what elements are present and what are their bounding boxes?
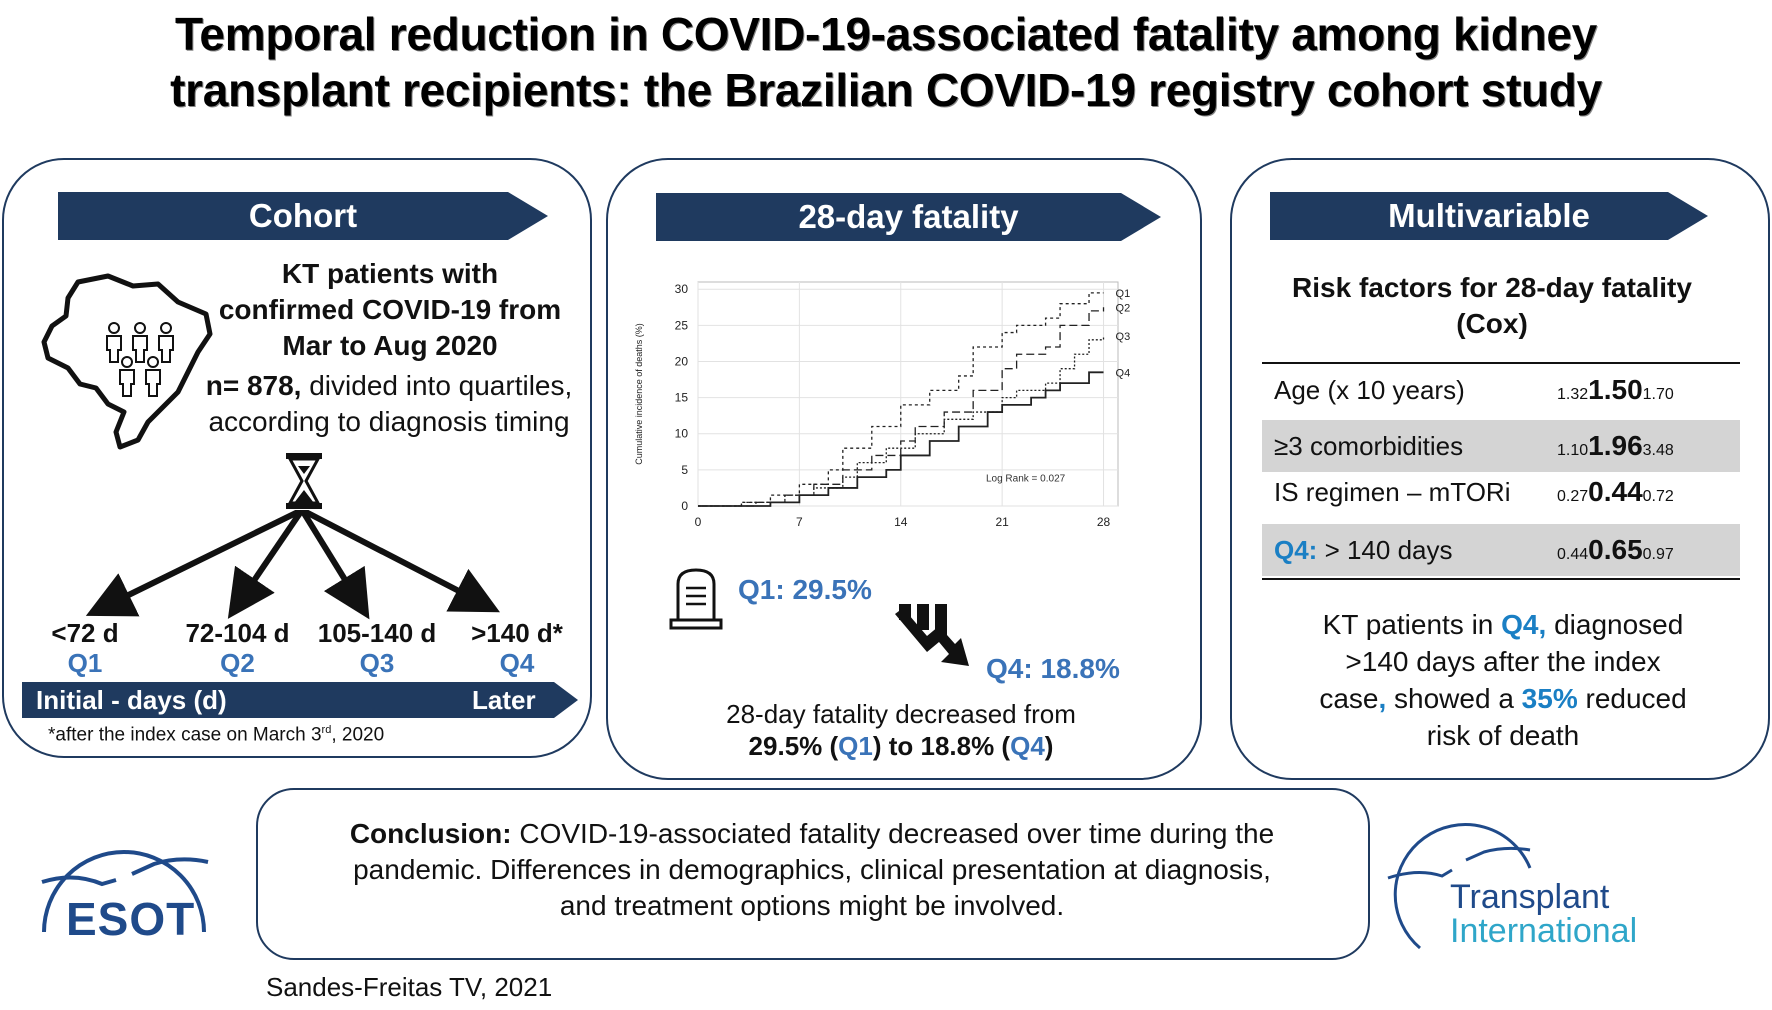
quartile-2-name: Q2 xyxy=(220,648,255,678)
risk-row-q4: Q4: > 140 days 0.440.650.97 xyxy=(1262,524,1740,576)
sample-size-bold: n= 878, xyxy=(205,370,302,401)
y-tick-label: 30 xyxy=(675,282,689,296)
hourglass-icon xyxy=(286,453,322,509)
x-tick-label: 14 xyxy=(894,515,908,529)
citation: Sandes-Freitas TV, 2021 xyxy=(266,972,553,1002)
ti-logo-text: Transplant International xyxy=(1450,880,1637,948)
risk-heading-line-2: (Cox) xyxy=(1456,308,1528,339)
footnote-year: , 2020 xyxy=(331,724,385,746)
esot-logo-text: ESOT xyxy=(66,893,196,945)
risk-row-label: IS regimen – mTORi xyxy=(1274,476,1511,507)
y-tick-label: 5 xyxy=(681,463,688,477)
cohort-desc-line-1: KT patients with xyxy=(281,258,499,289)
risk-table-top-rule xyxy=(1262,362,1740,364)
x-tick-label: 0 xyxy=(695,515,702,529)
q1-fatality-label: Q1: 29.5% xyxy=(738,574,872,605)
risk-row-label: Age (x 10 years) xyxy=(1274,374,1465,405)
risk-row-ci: 1.321.501.70 xyxy=(1557,374,1674,405)
page-title: Temporal reduction in COVID-19-associate… xyxy=(0,6,1772,118)
sample-size-rest: divided into quartiles, xyxy=(301,370,573,401)
x-tick-label: 28 xyxy=(1097,515,1111,529)
ti-logo-line-2: International xyxy=(1450,912,1638,950)
cohort-desc-line-3: Mar to Aug 2020 xyxy=(282,330,498,361)
risk-row-ci: 0.440.650.97 xyxy=(1557,534,1674,565)
ti-logo-line-1: Transplant xyxy=(1450,878,1610,916)
cohort-banner: Cohort xyxy=(58,192,548,240)
sample-size-line-2: according to diagnosis timing xyxy=(208,406,570,437)
footnote-superscript: rd xyxy=(321,724,332,736)
conclusion-line-1: COVID-19-associated fatality decreased o… xyxy=(511,818,1275,849)
y-tick-label: 0 xyxy=(681,499,688,513)
summary-q4-name: Q4 xyxy=(1010,731,1045,761)
series-line-q1 xyxy=(698,292,1104,507)
brazil-map-icon xyxy=(41,273,213,450)
risk-row-ci: 1.101.963.48 xyxy=(1557,430,1674,461)
title-line-1: Temporal reduction in COVID-19-associate… xyxy=(175,8,1597,60)
timeline-later-label: Later xyxy=(472,685,536,715)
people-icon xyxy=(106,322,174,397)
series-line-q3 xyxy=(698,336,1105,507)
title-line-2: transplant recipients: the Brazilian COV… xyxy=(170,64,1602,116)
fatality-summary: 28-day fatality decreased from 29.5% (Q1… xyxy=(636,698,1166,762)
quartile-2-range: 72-104 d xyxy=(185,618,290,648)
series-label-q3: Q3 xyxy=(1116,331,1131,343)
series-label-q1: Q1 xyxy=(1116,288,1131,300)
tombstone-icon xyxy=(669,568,723,630)
summary-q4-value: ) to 18.8% ( xyxy=(872,731,1011,761)
series-label-q2: Q2 xyxy=(1116,302,1131,314)
quartile-4-name: Q4 xyxy=(499,648,535,678)
risk-row-ci: 0.270.440.72 xyxy=(1557,476,1674,507)
multivariable-summary: KT patients in Q4, diagnosed >140 days a… xyxy=(1319,609,1687,751)
conclusion-line-3: and treatment options might be involved. xyxy=(559,890,1065,921)
summary-q1-value: 29.5% ( xyxy=(748,731,839,761)
x-tick-label: 21 xyxy=(995,515,1009,529)
downward-trend-arrow-icon xyxy=(895,604,969,666)
risk-row-mtori: IS regimen – mTORi 0.270.440.72 xyxy=(1262,466,1740,518)
risk-factors-heading: Risk factors for 28-day fatality (Cox) xyxy=(1262,270,1722,342)
series-label-q4: Q4 xyxy=(1116,367,1131,379)
risk-row-comorbidities: ≥3 comorbidities 1.101.963.48 xyxy=(1262,420,1740,472)
y-axis-label: Cumulative incidence of deaths (%) xyxy=(634,323,644,465)
y-tick-label: 15 xyxy=(675,391,689,405)
cohort-description: KT patients with confirmed COVID-19 from… xyxy=(210,256,570,364)
summary-q1-name: Q1 xyxy=(838,731,873,761)
summary-close-paren: ) xyxy=(1044,731,1054,761)
quartile-1-range: <72 d xyxy=(51,618,119,648)
conclusion-box xyxy=(256,788,1370,960)
fatality-banner: 28-day fatality xyxy=(656,193,1161,241)
conclusion-label: Conclusion: xyxy=(349,818,512,849)
kaplan-meier-chart: 0 7 14 21 28 0 5 10 15 20 25 30 Cumulative incidence… xyxy=(634,281,1131,529)
risk-row-age: Age (x 10 years) 1.321.501.70 xyxy=(1262,364,1740,416)
quartile-1-name: Q1 xyxy=(67,648,103,678)
series-line-q4 xyxy=(698,371,1104,507)
cohort-desc-line-2: confirmed COVID-19 from xyxy=(218,294,562,325)
log-rank-annotation: Log Rank = 0.027 xyxy=(986,473,1066,484)
timeline-initial-label: Initial - days (d) xyxy=(36,685,227,715)
quartile-4-range: >140 d* xyxy=(471,618,563,648)
q4-fatality-label: Q4: 18.8% xyxy=(986,653,1120,684)
cohort-footnote: *after the index case on March 3rd, 2020 xyxy=(48,724,384,746)
risk-row-label: Q4: > 140 days xyxy=(1274,534,1453,565)
footnote-text: *after the index case on March 3 xyxy=(48,724,322,746)
quartile-3-range: 105-140 d xyxy=(317,618,437,648)
transplant-international-logo xyxy=(1387,823,1532,950)
timeline-bar: Initial - days (d) Later xyxy=(22,682,578,718)
y-tick-label: 20 xyxy=(675,354,689,368)
risk-table-bottom-rule xyxy=(1262,578,1740,580)
quartile-3-name: Q3 xyxy=(359,648,395,678)
quartile-branch-arrows xyxy=(85,510,500,620)
y-tick-label: 25 xyxy=(675,318,689,332)
x-tick-label: 7 xyxy=(796,515,803,529)
conclusion-line-2: pandemic. Differences in demographics, c… xyxy=(353,854,1271,885)
conclusion-text: Conclusion: COVID-19-associated fatality… xyxy=(272,816,1352,924)
risk-row-label: ≥3 comorbidities xyxy=(1274,430,1464,461)
fatality-summary-line-2: 29.5% (Q1) to 18.8% (Q4) xyxy=(636,730,1166,762)
cohort-sample-size: n= 878, divided into quartiles, accordin… xyxy=(198,368,580,440)
fatality-summary-line-1: 28-day fatality decreased from xyxy=(726,699,1076,729)
esot-logo xyxy=(41,850,209,933)
multivariable-banner: Multivariable xyxy=(1270,192,1708,240)
y-tick-label: 10 xyxy=(675,427,689,441)
risk-heading-line-1: Risk factors for 28-day fatality xyxy=(1292,272,1692,303)
